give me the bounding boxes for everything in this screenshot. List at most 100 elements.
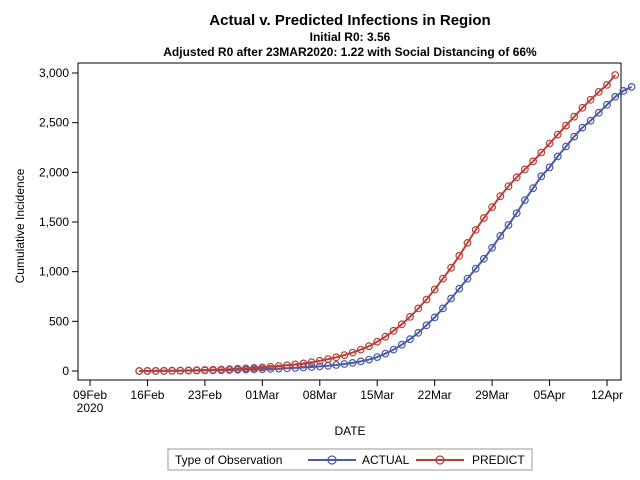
data-point-predict [332, 353, 341, 362]
data-point-predict [373, 337, 382, 346]
data-point-predict [348, 348, 357, 357]
series-line-predict [139, 74, 616, 372]
data-point-predict [258, 363, 267, 372]
data-point-predict [504, 182, 513, 191]
x-axis-label: DATE [334, 424, 365, 438]
legend-title: Type of Observation [175, 453, 282, 467]
y-tick-label: 2,500 [39, 116, 69, 130]
data-point-actual [553, 152, 562, 161]
y-axis: 0 500 1,000 1,500 2,000 2,500 3,000 [39, 66, 78, 378]
data-point-predict [488, 203, 497, 212]
data-point-actual [594, 108, 603, 117]
data-point-actual [545, 163, 554, 172]
data-point-actual [455, 284, 464, 293]
data-point-actual [447, 294, 456, 303]
data-point-predict [233, 364, 242, 373]
x-tick-label: 22Mar [418, 388, 452, 402]
data-point-predict [340, 351, 349, 360]
data-point-predict [209, 365, 218, 374]
data-point-predict [143, 367, 152, 375]
data-point-predict [439, 274, 447, 283]
x-tick-label: 15Mar [360, 388, 394, 402]
data-point-actual [266, 365, 275, 373]
data-point-predict [586, 95, 595, 104]
data-point-predict [553, 130, 562, 139]
data-point-actual [406, 335, 414, 344]
y-tick-label: 500 [49, 314, 69, 328]
chart-title: Actual v. Predicted Infections in Region [209, 12, 490, 29]
data-point-actual [439, 304, 447, 313]
data-point-predict [168, 366, 177, 375]
data-point-predict [274, 362, 283, 371]
data-point-predict [315, 356, 324, 365]
data-point-predict [217, 365, 226, 374]
data-point-actual [471, 264, 480, 273]
data-point-predict [406, 313, 414, 321]
legend-item-predict: PREDICT [416, 453, 525, 467]
plot-area-frame [77, 62, 622, 381]
y-tick-label: 2,000 [39, 165, 69, 179]
y-tick-label: 0 [62, 364, 69, 378]
data-point-actual [570, 132, 579, 141]
data-point-predict [283, 361, 291, 370]
data-point-actual [397, 340, 406, 349]
data-point-actual [578, 123, 587, 132]
data-point-predict [496, 192, 505, 201]
data-point-predict [570, 112, 579, 121]
data-point-predict [389, 326, 398, 335]
data-point-predict [447, 263, 456, 272]
data-point-actual [611, 92, 620, 101]
data-point-predict [512, 173, 521, 182]
data-point-predict [356, 345, 365, 354]
data-point-actual [529, 184, 537, 193]
data-point-actual [422, 321, 431, 330]
data-point-actual [356, 357, 365, 366]
y-axis-label: Cumulative Incidence [13, 168, 27, 283]
data-point-actual [627, 82, 636, 91]
x-tick-label: 12Apr [591, 388, 623, 402]
data-point-predict [397, 320, 406, 329]
data-point-actual [430, 313, 439, 322]
data-point-predict [365, 342, 373, 351]
x-tick-label: 05Apr [534, 388, 566, 402]
legend-marker-predict [435, 455, 445, 465]
chart-subtitle-2: Adjusted R0 after 23MAR2020: 1.22 with S… [163, 45, 537, 59]
data-point-predict [521, 165, 529, 174]
data-point-actual [488, 243, 497, 252]
data-point-predict [463, 238, 472, 247]
data-point-actual [348, 359, 357, 367]
y-tick-label: 3,000 [39, 66, 69, 80]
data-point-predict [324, 355, 332, 364]
data-point-actual [512, 209, 521, 218]
legend-marker-actual [327, 455, 337, 465]
x-tick-label: 29Mar [475, 388, 509, 402]
data-point-predict [184, 366, 193, 375]
data-point-predict [471, 225, 480, 234]
data-point-predict [480, 214, 488, 222]
data-point-actual [373, 353, 382, 362]
data-point-predict [135, 367, 144, 375]
data-point-predict [159, 366, 168, 375]
data-point-predict [611, 71, 620, 79]
legend: Type of Observation ACTUAL PREDICT [167, 448, 533, 471]
data-point-predict [422, 295, 431, 304]
data-point-predict [250, 364, 259, 372]
data-point-actual [562, 142, 570, 151]
data-point-predict [192, 366, 201, 375]
legend-label-predict: PREDICT [472, 453, 525, 467]
data-point-actual [414, 328, 423, 337]
legend-label-actual: ACTUAL [362, 453, 410, 467]
data-point-actual [480, 254, 488, 263]
x-tick-label: 08Mar [303, 388, 337, 402]
data-point-actual [315, 362, 324, 371]
data-point-actual [619, 86, 628, 95]
data-point-predict [225, 365, 234, 374]
series-line-actual [139, 86, 633, 372]
x-tick-label: 23Feb [188, 388, 222, 402]
y-tick-label: 1,500 [39, 215, 69, 229]
data-point-actual [537, 172, 546, 181]
data-point-predict [537, 148, 546, 157]
data-point-predict [545, 139, 554, 148]
data-point-predict [562, 121, 570, 130]
